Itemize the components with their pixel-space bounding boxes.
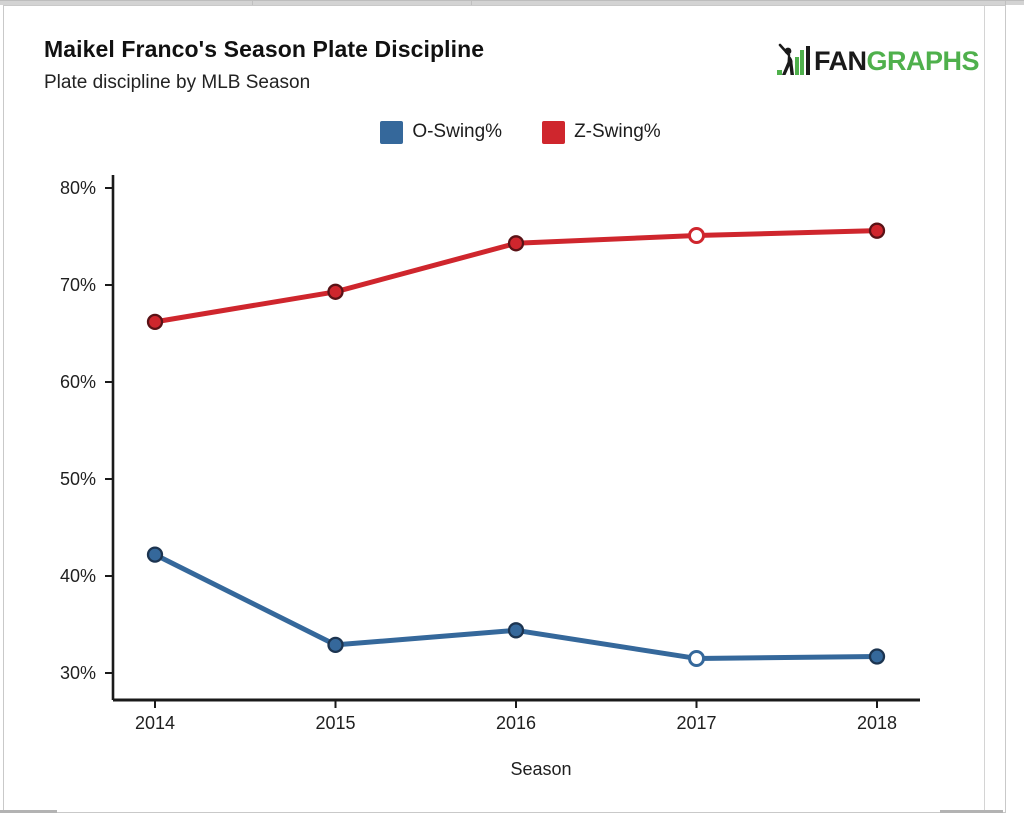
legend-item-z-swing[interactable]: Z-Swing% [542, 120, 661, 144]
window-top-strip [0, 0, 1024, 6]
page-subtitle: Plate discipline by MLB Season [44, 72, 311, 93]
x-tick-label: 2016 [496, 713, 536, 733]
data-point-z-swing--2018[interactable] [868, 222, 886, 239]
fangraphs-logo[interactable]: FANGRAPHS [776, 42, 980, 80]
top-strip-seam [252, 1, 253, 6]
chart-card: Maikel Franco's Season Plate Discipline … [3, 5, 1006, 813]
data-point-o-swing--2018[interactable] [868, 648, 886, 665]
y-tick-label: 30% [60, 663, 96, 683]
page-title: Maikel Franco's Season Plate Discipline [44, 36, 485, 62]
legend-label-z-swing: Z-Swing% [574, 121, 661, 142]
legend-swatch-o-swing [380, 120, 404, 144]
data-point-z-swing--2016[interactable] [507, 235, 525, 252]
y-tick-label: 70% [60, 275, 96, 295]
data-point-o-swing--2015[interactable] [327, 636, 344, 654]
series-line-o-swing- [152, 552, 880, 661]
x-tick-label: 2018 [857, 713, 897, 733]
y-tick-label: 50% [60, 469, 96, 489]
fangraphs-wordmark-fan: FAN [814, 45, 867, 76]
window-bottom-edge [0, 810, 57, 813]
x-axis-title: Season [510, 759, 572, 779]
legend-swatch-z-swing [542, 120, 566, 144]
fangraphs-wordmark-graphs: GRAPHS [866, 45, 980, 76]
top-strip-seam [1005, 1, 1006, 6]
top-strip-seam [471, 1, 472, 6]
data-point-o-swing--2014[interactable] [146, 546, 164, 563]
x-tick-label: 2015 [315, 713, 355, 733]
legend-item-o-swing[interactable]: O-Swing% [380, 120, 503, 144]
y-tick-label: 60% [60, 372, 96, 392]
x-tick-label: 2014 [135, 713, 175, 733]
card-right-divider [984, 6, 985, 812]
x-tick-label: 2017 [676, 713, 716, 733]
data-point-z-swing--2015[interactable] [327, 283, 344, 300]
y-tick-label: 40% [60, 566, 96, 586]
data-point-z-swing--2014[interactable] [146, 313, 164, 331]
fangraphs-wordmark: FANGRAPHS [814, 45, 980, 76]
y-tick-label: 80% [60, 178, 96, 198]
window-bottom-edge [940, 810, 1003, 813]
data-point-z-swing--2017[interactable] [688, 227, 705, 245]
data-point-o-swing--2016[interactable] [507, 622, 525, 639]
fangraphs-batter-icon [777, 43, 810, 75]
chart-legend: O-Swing% Z-Swing% [117, 118, 924, 146]
legend-label-o-swing: O-Swing% [412, 121, 503, 142]
data-point-o-swing--2017[interactable] [688, 649, 705, 667]
